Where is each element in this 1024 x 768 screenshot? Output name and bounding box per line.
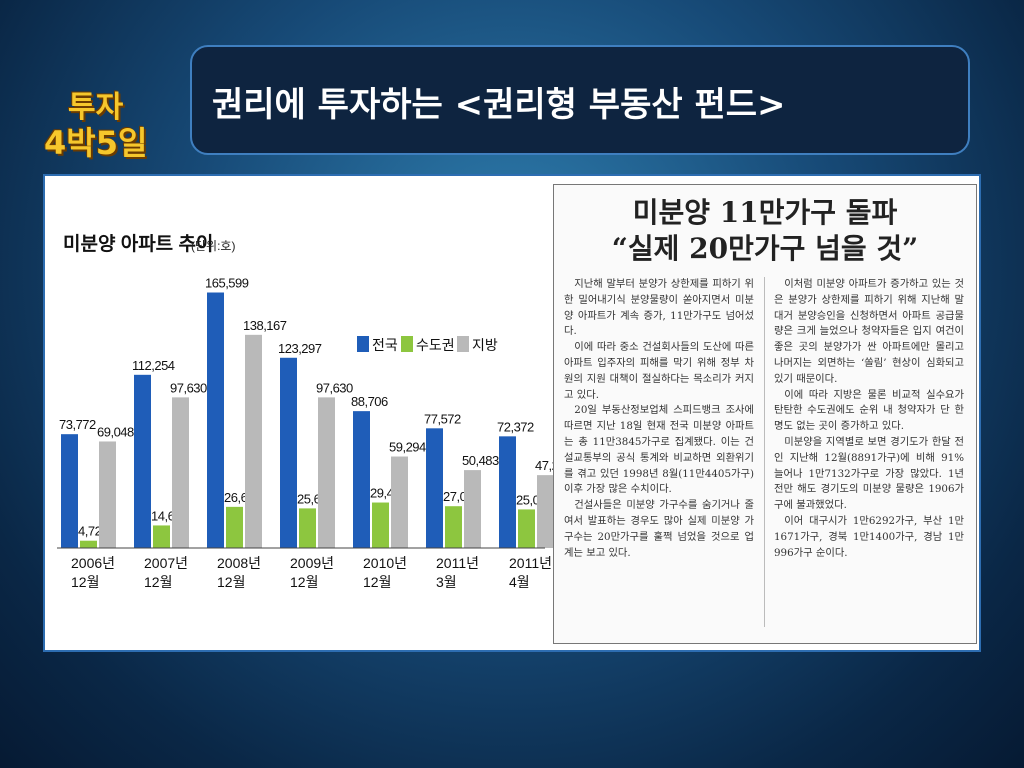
legend-swatch-지방 <box>457 336 469 352</box>
bar-전국-5 <box>426 428 443 548</box>
col1-paragraph: 지난해 말부터 분양가 상한제를 피하기 위한 밀어내기식 분양물량이 쏟아지면… <box>564 278 754 338</box>
data-label-전국-1: 112,254 <box>132 358 175 373</box>
logo-line1: 투자 <box>68 90 124 125</box>
data-label-지방-1: 97,630 <box>170 380 207 395</box>
x-tick-label-5-1: 3월 <box>436 574 457 590</box>
bar-전국-0 <box>61 434 78 548</box>
slide-title-box: 권리에 투자하는 <권리형 부동산 펀드> <box>190 45 970 155</box>
legend-label-지방: 지방 <box>472 337 498 353</box>
data-label-전국-0: 73,772 <box>59 417 96 432</box>
bar-전국-1 <box>134 374 151 548</box>
article-headline: 미분양 11만가구 돌파 “실제 20만가구 넘을 것” <box>554 195 976 267</box>
article-column-2: 이처럼 미분양 아파트가 증가하고 있는 것은 분양가 상한제를 피하기 위해 … <box>774 277 964 637</box>
chart-title: 미분양 아파트 추이 <box>63 233 213 255</box>
data-label-지방-2: 138,167 <box>243 318 287 333</box>
bar-수도권-1 <box>153 525 170 548</box>
data-label-지방-5: 50,483 <box>462 453 499 468</box>
bar-지방-4 <box>391 456 408 548</box>
data-label-전국-4: 88,706 <box>351 394 388 409</box>
data-label-전국-6: 72,372 <box>497 419 534 434</box>
legend-label-수도권: 수도권 <box>416 337 455 353</box>
legend-label-전국: 전국 <box>372 337 398 353</box>
article-body: 지난해 말부터 분양가 상한제를 피하기 위한 밀어내기식 분양물량이 쏟아지면… <box>564 277 966 637</box>
bar-수도권-2 <box>226 506 243 548</box>
col2-paragraph: 이어 대구시가 1만6292가구, 부산 1만1671가구, 경북 1만1400… <box>774 514 964 559</box>
legend-swatch-수도권 <box>401 336 413 352</box>
chart-area: 미분양 아파트 추이 (단위:호) 73,772 4,724 69,048 2006년… <box>45 176 573 650</box>
bar-지방-5 <box>464 470 481 548</box>
col1-paragraph: 이에 따라 중소 건설회사들의 도산에 따른 아파트 입주자의 피해를 막기 위… <box>564 341 754 401</box>
news-article: 미분양 11만가구 돌파 “실제 20만가구 넘을 것” 지난해 말부터 분양가… <box>553 184 977 644</box>
x-tick-label-6-0: 2011년 <box>509 555 552 571</box>
bar-전국-4 <box>353 411 370 548</box>
content-panel: 미분양 아파트 추이 (단위:호) 73,772 4,724 69,048 2006년… <box>43 174 981 652</box>
bar-지방-3 <box>318 397 335 548</box>
logo-line2: 4박5일 <box>44 124 148 162</box>
bar-지방-2 <box>245 334 262 548</box>
data-label-지방-4: 59,294 <box>389 440 426 455</box>
col2-paragraph: 미분양을 지역별로 보면 경기도가 한달 전인 지난해 12월(8891가구)에… <box>774 435 964 512</box>
chart-unit: (단위:호) <box>191 239 235 253</box>
x-tick-label-3-1: 12월 <box>290 574 318 590</box>
data-label-전국-2: 165,599 <box>205 276 249 291</box>
x-tick-label-5-0: 2011년 <box>436 555 479 571</box>
unsold-apartments-chart: 미분양 아파트 추이 (단위:호) 73,7724,72469,0482006년… <box>57 233 573 590</box>
bar-수도권-4 <box>372 502 389 548</box>
bar-지방-1 <box>172 397 189 548</box>
bar-전국-6 <box>499 436 516 548</box>
col1-paragraph: 건설사들은 미분양 가구수를 숨기거나 줄여서 발표하는 경우도 많아 실제 미… <box>564 499 754 559</box>
article-column-1: 지난해 말부터 분양가 상한제를 피하기 위한 밀어내기식 분양물량이 쏟아지면… <box>564 277 754 637</box>
bar-전국-3 <box>280 357 297 548</box>
legend-swatch-전국 <box>357 336 369 352</box>
bar-수도권-3 <box>299 508 316 548</box>
x-tick-label-1-1: 12월 <box>144 574 172 590</box>
data-label-지방-3: 97,630 <box>316 380 353 395</box>
data-label-지방-6: 47,224 <box>535 458 555 473</box>
col1-paragraph: 20일 부동산정보업체 스피드뱅크 조사에 따르면 지난 18일 현재 전국 미… <box>564 404 754 496</box>
bar-지방-6 <box>537 475 554 548</box>
bar-지방-0 <box>99 441 116 548</box>
x-tick-label-2-1: 12월 <box>217 574 245 590</box>
headline-line2: “실제 20만가구 넘을 것” <box>611 232 919 265</box>
x-tick-label-1-0: 2007년 <box>144 555 188 571</box>
x-tick-label-0-0: 2006년 <box>71 555 115 571</box>
headline-line1: 미분양 11만가구 돌파 <box>632 196 898 229</box>
column-divider <box>764 277 765 627</box>
bar-수도권-6 <box>518 509 535 548</box>
x-tick-label-6-1: 4월 <box>509 574 530 590</box>
col2-paragraph: 이처럼 미분양 아파트가 증가하고 있는 것은 분양가 상한제를 피하기 위해 … <box>774 278 964 385</box>
data-label-지방-0: 69,048 <box>97 424 134 439</box>
bar-수도권-0 <box>80 540 97 548</box>
logo: 투자 4박5일 <box>38 82 168 162</box>
x-tick-label-4-1: 12월 <box>363 574 391 590</box>
bar-전국-2 <box>207 292 224 548</box>
x-tick-label-4-0: 2010년 <box>363 555 407 571</box>
bar-수도권-5 <box>445 506 462 548</box>
col2-paragraph: 이에 따라 지방은 물론 비교적 실수요가 탄탄한 수도권에도 순위 내 청약자… <box>774 388 964 433</box>
x-tick-label-3-0: 2009년 <box>290 555 334 571</box>
x-tick-label-2-0: 2008년 <box>217 555 261 571</box>
slide-title: 권리에 투자하는 <권리형 부동산 펀드> <box>212 85 786 125</box>
data-label-전국-3: 123,297 <box>278 341 322 356</box>
data-label-전국-5: 77,572 <box>424 411 461 426</box>
x-tick-label-0-1: 12월 <box>71 574 99 590</box>
